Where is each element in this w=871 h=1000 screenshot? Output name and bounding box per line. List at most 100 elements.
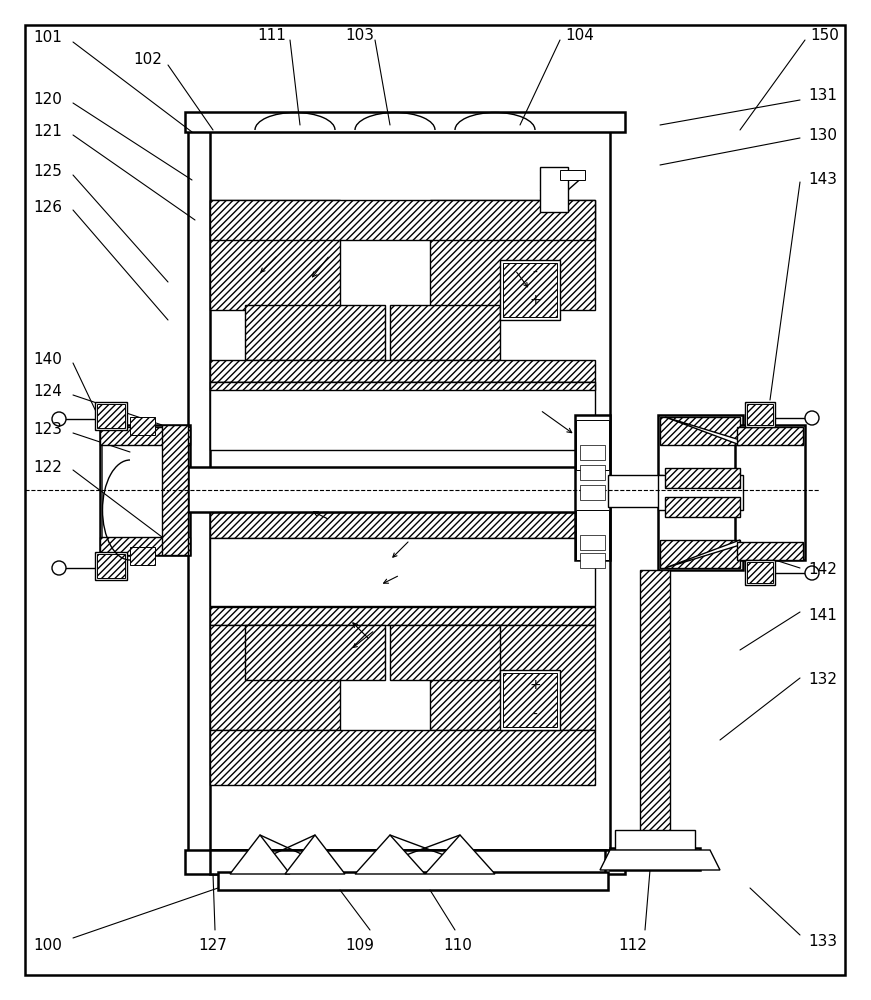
Bar xyxy=(540,167,568,212)
Text: 103: 103 xyxy=(346,27,375,42)
Text: 122: 122 xyxy=(34,460,63,475)
Text: 111: 111 xyxy=(258,27,287,42)
Bar xyxy=(608,475,663,507)
Text: 121: 121 xyxy=(34,124,63,139)
Text: 142: 142 xyxy=(808,562,837,578)
Bar xyxy=(503,263,557,317)
Bar xyxy=(503,673,557,727)
Text: -: - xyxy=(532,708,537,722)
Bar xyxy=(430,625,595,730)
Bar xyxy=(500,670,560,730)
Polygon shape xyxy=(665,417,740,445)
Bar xyxy=(210,200,340,310)
Polygon shape xyxy=(285,835,345,874)
Bar xyxy=(95,552,127,580)
Bar xyxy=(188,467,608,512)
Bar xyxy=(745,560,775,585)
Bar xyxy=(610,848,700,870)
Bar xyxy=(390,305,500,360)
Circle shape xyxy=(52,412,66,426)
Bar xyxy=(747,562,773,583)
Bar xyxy=(97,404,125,428)
Text: 131: 131 xyxy=(808,88,838,103)
Text: 112: 112 xyxy=(618,938,647,952)
Bar xyxy=(100,427,190,445)
Text: 102: 102 xyxy=(133,52,162,68)
Bar xyxy=(500,260,560,320)
Bar xyxy=(430,200,595,310)
Text: 109: 109 xyxy=(346,938,375,952)
Bar xyxy=(210,625,340,730)
Bar xyxy=(576,510,609,560)
Text: +: + xyxy=(530,293,541,307)
Bar xyxy=(188,125,210,855)
Text: 150: 150 xyxy=(811,27,840,42)
Bar xyxy=(210,200,595,240)
Bar xyxy=(665,497,740,517)
Bar xyxy=(210,850,605,874)
Bar xyxy=(210,512,595,538)
Text: 101: 101 xyxy=(34,30,63,45)
Bar xyxy=(100,537,190,555)
Text: 120: 120 xyxy=(34,93,63,107)
Circle shape xyxy=(52,561,66,575)
Bar xyxy=(747,404,773,425)
Bar xyxy=(97,554,125,578)
Bar xyxy=(162,425,188,555)
Bar xyxy=(580,485,605,500)
Polygon shape xyxy=(230,835,290,874)
Bar xyxy=(95,402,127,430)
Bar xyxy=(580,445,605,460)
Circle shape xyxy=(805,566,819,580)
Bar xyxy=(737,542,803,560)
Bar xyxy=(640,570,670,850)
Bar xyxy=(660,540,740,568)
Polygon shape xyxy=(665,540,740,568)
Text: 132: 132 xyxy=(808,672,838,688)
Polygon shape xyxy=(355,835,425,874)
Text: 130: 130 xyxy=(808,127,838,142)
Bar xyxy=(218,872,608,890)
Bar xyxy=(185,112,625,132)
Bar xyxy=(210,382,595,450)
Bar xyxy=(100,425,190,555)
Bar xyxy=(195,130,610,850)
Bar xyxy=(660,417,740,445)
Text: -: - xyxy=(532,266,537,280)
Bar xyxy=(576,420,609,470)
Bar xyxy=(102,432,188,550)
Bar xyxy=(580,535,605,550)
Bar xyxy=(658,475,743,510)
Circle shape xyxy=(805,411,819,425)
Bar xyxy=(580,553,605,568)
Text: 141: 141 xyxy=(808,607,837,622)
Bar xyxy=(737,427,803,445)
Bar xyxy=(735,425,805,560)
Polygon shape xyxy=(425,835,495,874)
Bar xyxy=(130,547,155,565)
Bar xyxy=(130,417,155,435)
Text: 133: 133 xyxy=(808,934,838,950)
Bar xyxy=(210,360,595,382)
Text: 124: 124 xyxy=(34,384,63,399)
Bar xyxy=(390,625,500,680)
Bar xyxy=(245,625,385,680)
Text: 127: 127 xyxy=(199,938,227,952)
Text: 104: 104 xyxy=(565,27,594,42)
Bar xyxy=(745,402,775,427)
Text: 110: 110 xyxy=(443,938,472,952)
Bar xyxy=(580,465,605,480)
Text: 125: 125 xyxy=(34,164,63,180)
Text: 123: 123 xyxy=(33,422,63,438)
Text: 140: 140 xyxy=(34,353,63,367)
Bar xyxy=(560,170,585,180)
Bar xyxy=(210,730,595,785)
Bar xyxy=(665,468,740,488)
Bar xyxy=(185,850,625,874)
Bar xyxy=(210,538,595,606)
Bar xyxy=(615,830,695,850)
Bar xyxy=(210,382,595,390)
Bar xyxy=(575,415,610,560)
Text: 143: 143 xyxy=(808,172,838,188)
Bar xyxy=(245,305,385,360)
